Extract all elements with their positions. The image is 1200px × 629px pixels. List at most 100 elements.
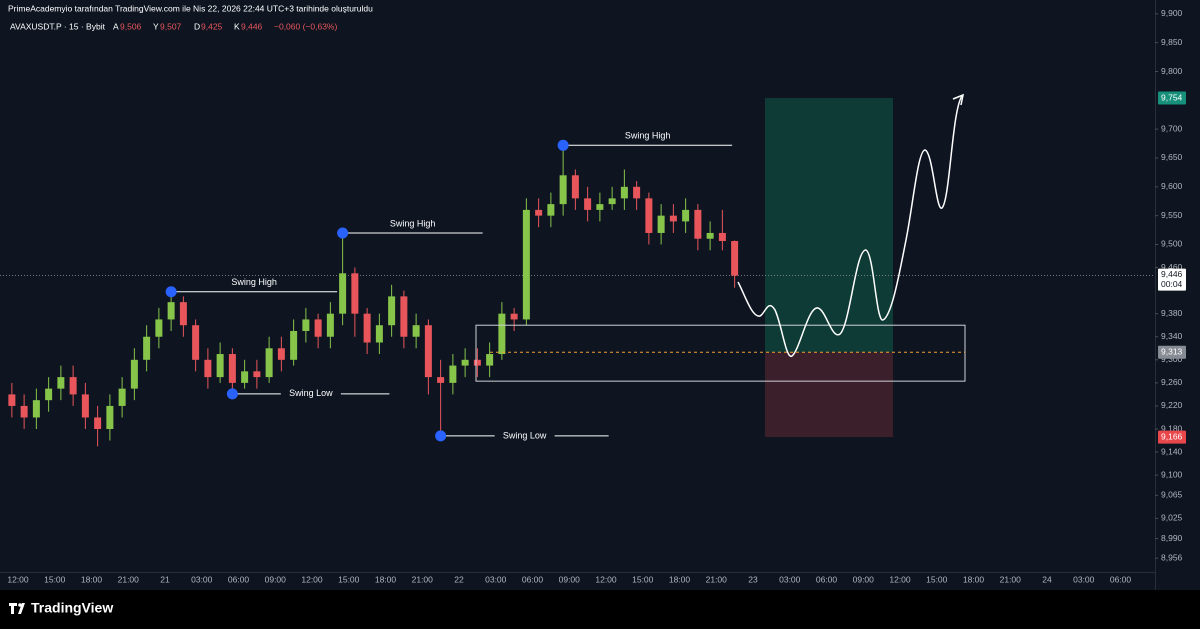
x-tick-label: 06:00 [816,574,838,584]
logo-text: TradingView [31,600,113,616]
candle-body [510,313,518,320]
candle-body [302,319,310,331]
ohlc-value: 9,507 [160,21,182,31]
y-tick-label: 9,700 [1161,123,1183,133]
x-tick-label: 03:00 [779,574,801,584]
candle-body [620,186,628,199]
countdown: 00:04 [1161,279,1183,289]
swing-high: Swing High [557,131,733,151]
candle-body [449,365,457,383]
candle-body [706,232,714,239]
y-tick-label: 9,850 [1161,37,1183,47]
x-tick-label: 15:00 [632,574,654,584]
candle-body [731,241,739,276]
candle-body [498,313,506,355]
y-tick-label: 9,025 [1161,513,1183,523]
x-tick-label: 23 [748,574,758,584]
ohlc-label: K [234,21,240,31]
candle-body [192,325,200,360]
y-tick-label: 9,550 [1161,210,1183,220]
candle-body [339,273,347,314]
projection-arrowhead [952,93,965,106]
candle-body [718,232,726,242]
candle-body [32,400,40,418]
ohlc-value: 9,446 [241,21,263,31]
candle-body [326,313,334,337]
y-tick-label: 9,460 [1161,262,1183,272]
candle-body [437,377,445,383]
swing-label: Swing High [231,277,277,287]
x-tick-label: 21:00 [412,574,434,584]
candle-body [57,377,65,389]
position-stop-zone [765,352,893,438]
logo-dot [18,603,22,607]
swing-point [435,430,447,442]
last-price-badge-bg [1158,268,1186,291]
candle-body [388,296,396,326]
x-tick-label: 18:00 [81,574,103,584]
x-tick-label: 18:00 [669,574,691,584]
candle-body [547,204,555,216]
x-tick-label: 21:00 [706,574,728,584]
swing-label: Swing Low [289,388,333,398]
x-tick-label: 15:00 [44,574,66,584]
ohlc-label: Y [153,21,159,31]
x-tick-label: 22 [454,574,464,584]
candle-body [522,209,530,320]
x-tick-label: 24 [1042,574,1052,584]
y-tick-label: 8,956 [1161,552,1183,562]
ohlc-label: A [113,21,119,31]
x-tick-label: 12:00 [595,574,617,584]
candle-body [143,336,151,360]
x-tick-label: 12:00 [301,574,323,584]
x-tick-label: 12:00 [889,574,911,584]
x-tick-label: 15:00 [926,574,948,584]
last-price-badge: 9,446 [1161,269,1183,279]
stop-badge-bg [1158,430,1186,444]
x-tick-label: 03:00 [485,574,507,584]
ohlc-value: 9,425 [201,21,223,31]
attribution: PrimeAcademyio tarafından TradingView.co… [8,3,373,13]
ohlc-label: D [194,21,200,31]
candle-body [265,348,273,378]
candle-body [241,371,249,383]
y-tick-label: 9,340 [1161,331,1183,341]
x-tick-label: 06:00 [228,574,250,584]
x-tick-label: 09:00 [559,574,581,584]
y-tick-label: 9,140 [1161,446,1183,456]
x-tick-label: 03:00 [1073,574,1095,584]
candle-body [20,405,28,418]
candle-body [167,302,175,320]
candle-body [314,319,322,337]
swing-low: Swing Low [435,430,609,442]
candle-body [608,198,616,205]
candle-body [290,330,298,360]
candle-body [424,325,432,378]
swing-high: Swing High [337,218,483,239]
candle-body [8,394,16,406]
y-tick-label: 9,300 [1161,354,1183,364]
candle-body [559,175,567,205]
swing-point [557,139,569,151]
x-tick-label: 09:00 [853,574,875,584]
x-tick-label: 09:00 [265,574,287,584]
stop-badge: 9,166 [1161,431,1183,441]
candle-body [351,273,359,314]
footer-bar [0,590,1200,629]
x-tick-label: 21:00 [118,574,140,584]
change: −0,060 (−0,63%) [274,21,337,31]
chart-background [0,0,1200,590]
symbol-line: AVAXUSDT.P · 15 · Bybit A 9,506 Y 9,507 … [10,21,337,31]
swing-label: Swing Low [503,430,547,440]
position-target-zone [765,98,893,353]
ohlc-value: 9,506 [120,21,142,31]
candle-body [94,417,102,429]
candle-body [363,313,371,343]
y-tick-label: 9,600 [1161,181,1183,191]
symbol: AVAXUSDT.P · 15 · Bybit [10,21,106,31]
x-tick-label: 18:00 [375,574,397,584]
candle-body [645,198,653,233]
target-badge: 9,754 [1161,92,1183,102]
candle-body [596,204,604,210]
